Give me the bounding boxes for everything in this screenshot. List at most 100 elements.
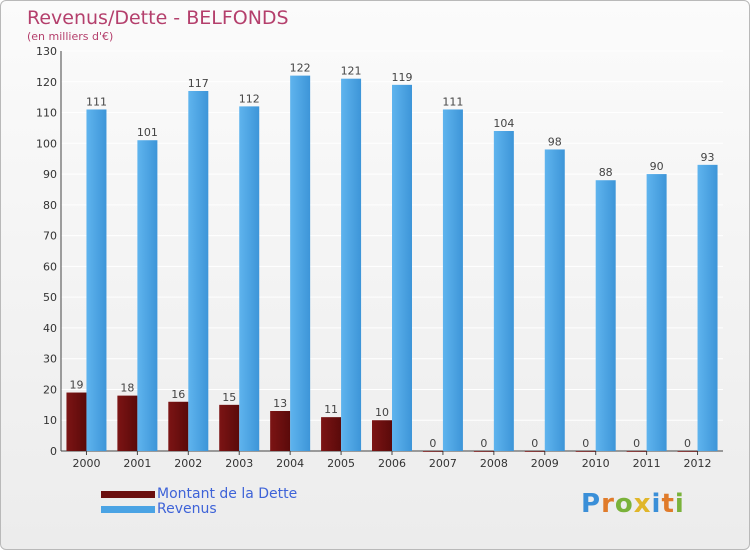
x-tick-label: 2012: [684, 457, 712, 470]
data-label-revenue: 104: [493, 117, 514, 130]
data-label-revenue: 111: [442, 95, 463, 108]
x-tick-label: 2004: [276, 457, 304, 470]
legend-label-debt: Montant de la Dette: [157, 486, 298, 502]
x-tick-label: 2009: [531, 457, 559, 470]
legend-swatch-debt: [101, 490, 155, 498]
legend-swatch-revenue: [101, 505, 155, 513]
data-label-debt: 0: [429, 437, 436, 450]
bar-revenue-2000: [86, 109, 107, 451]
data-labels: 19 111 18 101 16 117 15 112 13 122 11 121 10 119 0 111 0…: [69, 62, 714, 450]
y-tick-label: 120: [36, 76, 57, 89]
data-label-debt: 11: [324, 403, 338, 416]
y-tick-label: 30: [43, 353, 57, 366]
logo-letter: i: [674, 489, 685, 519]
x-tick-label: 2001: [123, 457, 151, 470]
data-label-revenue: 101: [137, 126, 158, 139]
x-tick-label: 2003: [225, 457, 253, 470]
legend-label-revenue: Revenus: [157, 501, 217, 517]
x-tick-label: 2011: [633, 457, 661, 470]
chart-title: Revenus/Dette - BELFONDS: [27, 7, 289, 29]
bar-debt-2004: [270, 411, 291, 451]
x-tick-label: 2010: [582, 457, 610, 470]
chart-subtitle: (en milliers d'€): [27, 30, 114, 43]
logo-letter: x: [633, 489, 652, 519]
bar-revenue-2011: [646, 174, 667, 452]
data-label-debt: 10: [375, 406, 389, 419]
data-label-debt: 19: [69, 379, 83, 392]
bar-debt-2008: [473, 451, 494, 452]
bar-revenue-2006: [392, 84, 412, 451]
x-tick-label: 2006: [378, 457, 406, 470]
y-tick-label: 100: [36, 137, 57, 150]
bar-revenue-2004: [290, 75, 311, 451]
y-tick-label: 60: [43, 260, 57, 273]
y-tick-label: 90: [43, 168, 57, 181]
data-label-revenue: 90: [650, 160, 664, 173]
data-label-debt: 13: [273, 397, 287, 410]
x-tick-label: 2005: [327, 457, 355, 470]
bar-revenue-2005: [341, 78, 362, 451]
y-tick-label: 130: [36, 45, 57, 58]
data-label-revenue: 88: [599, 166, 613, 179]
bar-debt-2011: [626, 451, 647, 452]
data-label-revenue: 122: [290, 62, 311, 75]
data-label-revenue: 119: [392, 71, 413, 84]
bar-debt-2012: [677, 451, 698, 452]
bar-revenue-2010: [595, 180, 616, 451]
data-label-revenue: 121: [341, 65, 362, 78]
bar-debt-2009: [524, 451, 545, 452]
bar-debt-2002: [168, 401, 189, 451]
data-label-revenue: 93: [701, 151, 715, 164]
logo-letter: o: [614, 489, 634, 519]
data-label-revenue: 117: [188, 77, 209, 90]
bars: [66, 75, 718, 452]
data-label-debt: 15: [222, 391, 236, 404]
y-tick-label: 0: [50, 445, 57, 458]
bar-revenue-2003: [239, 106, 260, 451]
legend: Montant de la Dette Revenus: [101, 487, 297, 517]
bar-revenue-2008: [493, 131, 514, 451]
y-tick-label: 20: [43, 383, 57, 396]
legend-item-debt: Montant de la Dette: [101, 487, 297, 502]
x-tick-label: 2008: [480, 457, 508, 470]
y-tick-label: 70: [43, 230, 57, 243]
data-label-debt: 0: [531, 437, 538, 450]
bar-debt-2001: [117, 395, 138, 451]
data-label-debt: 18: [120, 382, 134, 395]
legend-item-revenue: Revenus: [101, 502, 297, 517]
logo-letter: i: [651, 489, 662, 519]
bar-debt-2000: [66, 392, 87, 451]
bar-debt-2007: [422, 451, 443, 452]
data-label-debt: 0: [582, 437, 589, 450]
data-label-revenue: 111: [86, 95, 107, 108]
data-label-debt: 0: [480, 437, 487, 450]
x-tick-label: 2007: [429, 457, 457, 470]
y-tick-label: 80: [43, 199, 57, 212]
bar-revenue-2001: [137, 140, 158, 451]
bar-revenue-2009: [544, 149, 565, 451]
logo-letter: r: [601, 489, 615, 519]
bar-debt-2003: [219, 404, 240, 451]
bar-debt-2006: [372, 420, 392, 451]
proxiti-logo: Proxiti: [581, 489, 685, 519]
y-tick-label: 110: [36, 107, 57, 120]
bar-debt-2010: [575, 451, 596, 452]
logo-letter: t: [661, 489, 675, 519]
logo-letter: P: [581, 489, 602, 519]
y-tick-label: 50: [43, 291, 57, 304]
x-tick-label: 2002: [174, 457, 202, 470]
bar-revenue-2002: [188, 91, 209, 451]
bar-revenue-2012: [697, 164, 718, 451]
bar-revenue-2007: [442, 109, 463, 451]
data-label-revenue: 98: [548, 135, 562, 148]
bar-debt-2005: [321, 417, 342, 451]
data-label-debt: 16: [171, 388, 185, 401]
y-tick-label: 40: [43, 322, 57, 335]
data-label-debt: 0: [684, 437, 691, 450]
y-tick-label: 10: [43, 414, 57, 427]
data-label-debt: 0: [633, 437, 640, 450]
x-tick-label: 2000: [72, 457, 100, 470]
data-label-revenue: 112: [239, 92, 260, 105]
